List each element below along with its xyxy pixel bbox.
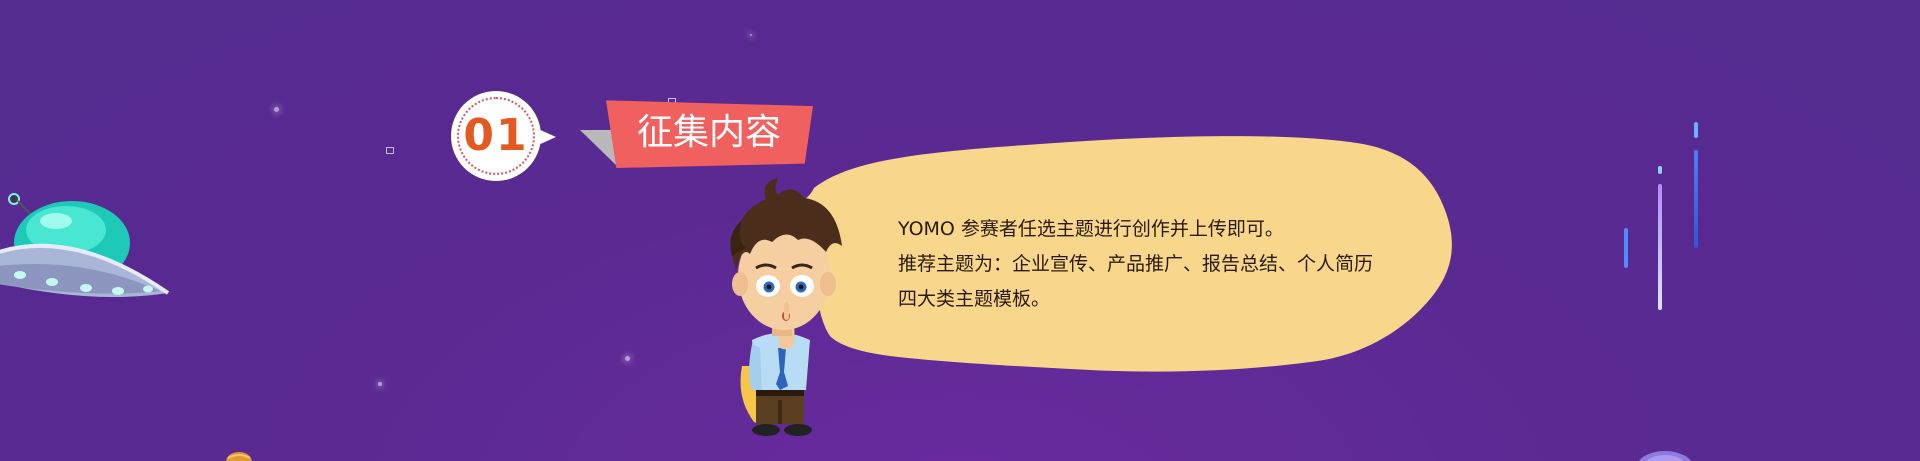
meteor-line-decoration <box>1658 184 1662 310</box>
section-number-badge: 01 <box>451 91 541 181</box>
cartoon-boy-illustration <box>730 178 842 436</box>
meteor-line-decoration <box>1694 122 1698 138</box>
meteor-line-decoration <box>1624 228 1628 268</box>
bubble-line-3: 四大类主题模板。 <box>898 288 1051 310</box>
ufo-illustration <box>0 193 170 297</box>
square-star-decoration <box>386 147 394 154</box>
section-title-ribbon <box>606 100 813 168</box>
meteor-line-decoration <box>1694 150 1698 248</box>
badge-dotted-ring <box>457 97 535 175</box>
star-decoration <box>625 356 630 361</box>
speech-bubble <box>790 136 1452 372</box>
star-decoration <box>378 382 382 386</box>
bubble-line-2: 推荐主题为：企业宣传、产品推广、报告总结、个人简历 <box>898 253 1374 275</box>
planet-decoration <box>1639 451 1691 461</box>
meteor-line-decoration <box>1658 166 1662 174</box>
bubble-line-1: YOMO 参赛者任选主题进行创作并上传即可。 <box>898 218 1284 240</box>
planet-decoration <box>226 452 252 461</box>
bubble-content: YOMO 参赛者任选主题进行创作并上传即可。 推荐主题为：企业宣传、产品推广、报… <box>898 212 1458 317</box>
star-decoration <box>274 107 279 112</box>
section-title: 征集内容 <box>636 112 781 153</box>
star-decoration <box>750 34 752 36</box>
badge-pointer <box>536 128 556 146</box>
section-number: 01 <box>463 110 529 161</box>
